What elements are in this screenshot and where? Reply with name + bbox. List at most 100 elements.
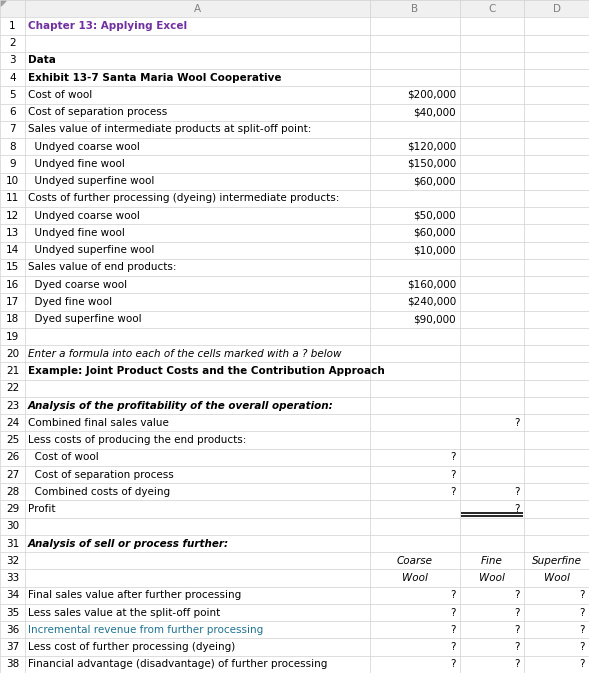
Text: ?: ? (580, 590, 585, 600)
Bar (0, 0, 589, 17)
Text: ?: ? (515, 642, 520, 652)
Text: ?: ? (580, 608, 585, 618)
Text: Cost of wool: Cost of wool (28, 452, 99, 462)
Text: $240,000: $240,000 (407, 297, 456, 307)
Text: 9: 9 (9, 159, 16, 169)
Text: Sales value of intermediate products at split-off point:: Sales value of intermediate products at … (28, 125, 312, 135)
Text: ?: ? (451, 452, 456, 462)
Text: Fine: Fine (481, 556, 503, 566)
Text: 23: 23 (6, 400, 19, 411)
Text: 32: 32 (6, 556, 19, 566)
Text: ?: ? (515, 608, 520, 618)
Text: 15: 15 (6, 262, 19, 273)
Text: 27: 27 (6, 470, 19, 480)
Text: $200,000: $200,000 (407, 90, 456, 100)
Text: 5: 5 (9, 90, 16, 100)
Text: $60,000: $60,000 (413, 176, 456, 186)
Text: 14: 14 (6, 245, 19, 255)
Text: Dyed superfine wool: Dyed superfine wool (28, 314, 141, 324)
Text: Undyed fine wool: Undyed fine wool (28, 228, 125, 238)
Text: Sales value of end products:: Sales value of end products: (28, 262, 177, 273)
Text: ?: ? (515, 487, 520, 497)
Text: Combined final sales value: Combined final sales value (28, 418, 169, 428)
Text: Analysis of sell or process further:: Analysis of sell or process further: (28, 538, 229, 548)
Text: Less sales value at the split-off point: Less sales value at the split-off point (28, 608, 220, 618)
Text: Enter a formula into each of the cells marked with a ? below: Enter a formula into each of the cells m… (28, 349, 342, 359)
Text: 22: 22 (6, 383, 19, 393)
Text: ?: ? (515, 625, 520, 635)
Text: Wool: Wool (544, 573, 570, 583)
Text: 1: 1 (9, 21, 16, 31)
Text: 19: 19 (6, 332, 19, 341)
Text: 10: 10 (6, 176, 19, 186)
Text: Superfine: Superfine (531, 556, 581, 566)
Text: Analysis of the profitability of the overall operation:: Analysis of the profitability of the ove… (28, 400, 334, 411)
Text: Data: Data (28, 55, 56, 65)
Text: ?: ? (451, 590, 456, 600)
Text: 11: 11 (6, 193, 19, 203)
Text: Cost of separation process: Cost of separation process (28, 107, 167, 117)
Text: C: C (488, 3, 496, 13)
Text: Undyed coarse wool: Undyed coarse wool (28, 142, 140, 151)
Text: 18: 18 (6, 314, 19, 324)
Text: Costs of further processing (dyeing) intermediate products:: Costs of further processing (dyeing) int… (28, 193, 339, 203)
Text: Dyed fine wool: Dyed fine wool (28, 297, 112, 307)
Text: $60,000: $60,000 (413, 228, 456, 238)
Text: Coarse: Coarse (397, 556, 433, 566)
Text: 29: 29 (6, 504, 19, 514)
Text: 16: 16 (6, 280, 19, 290)
Text: Chapter 13: Applying Excel: Chapter 13: Applying Excel (28, 21, 187, 31)
Text: A: A (194, 3, 201, 13)
Text: Undyed superfine wool: Undyed superfine wool (28, 245, 154, 255)
Text: 34: 34 (6, 590, 19, 600)
Text: Cost of separation process: Cost of separation process (28, 470, 174, 480)
Text: $90,000: $90,000 (413, 314, 456, 324)
Text: 24: 24 (6, 418, 19, 428)
Text: Less cost of further processing (dyeing): Less cost of further processing (dyeing) (28, 642, 235, 652)
Text: $50,000: $50,000 (413, 211, 456, 221)
Text: Exhibit 13-7 Santa Maria Wool Cooperative: Exhibit 13-7 Santa Maria Wool Cooperativ… (28, 73, 282, 83)
Text: ?: ? (515, 504, 520, 514)
Text: 6: 6 (9, 107, 16, 117)
Text: Cost of wool: Cost of wool (28, 90, 92, 100)
Text: Undyed coarse wool: Undyed coarse wool (28, 211, 140, 221)
Text: ?: ? (451, 487, 456, 497)
Text: 30: 30 (6, 522, 19, 531)
Text: 7: 7 (9, 125, 16, 135)
Text: $160,000: $160,000 (407, 280, 456, 290)
Text: 26: 26 (6, 452, 19, 462)
Text: ?: ? (451, 608, 456, 618)
Text: 17: 17 (6, 297, 19, 307)
Text: ?: ? (580, 625, 585, 635)
Text: Financial advantage (disadvantage) of further processing: Financial advantage (disadvantage) of fu… (28, 660, 327, 670)
Text: B: B (412, 3, 419, 13)
Text: 8: 8 (9, 142, 16, 151)
Text: Wool: Wool (479, 573, 505, 583)
Text: 21: 21 (6, 366, 19, 376)
Text: Dyed coarse wool: Dyed coarse wool (28, 280, 127, 290)
Text: $40,000: $40,000 (413, 107, 456, 117)
Text: 25: 25 (6, 435, 19, 445)
Text: 35: 35 (6, 608, 19, 618)
Polygon shape (1, 1, 6, 6)
Text: Undyed fine wool: Undyed fine wool (28, 159, 125, 169)
Text: ?: ? (451, 625, 456, 635)
Text: Profit: Profit (28, 504, 55, 514)
Text: Example: Joint Product Costs and the Contribution Approach: Example: Joint Product Costs and the Con… (28, 366, 385, 376)
Text: 38: 38 (6, 660, 19, 670)
Text: ?: ? (515, 590, 520, 600)
Text: ?: ? (451, 660, 456, 670)
Text: ?: ? (580, 660, 585, 670)
Text: 3: 3 (9, 55, 16, 65)
Text: 31: 31 (6, 538, 19, 548)
Text: 37: 37 (6, 642, 19, 652)
Text: ?: ? (515, 660, 520, 670)
Text: ?: ? (451, 642, 456, 652)
Text: Less costs of producing the end products:: Less costs of producing the end products… (28, 435, 246, 445)
Text: Wool: Wool (402, 573, 428, 583)
Text: Incremental revenue from further processing: Incremental revenue from further process… (28, 625, 263, 635)
Text: 28: 28 (6, 487, 19, 497)
Text: 20: 20 (6, 349, 19, 359)
Text: 13: 13 (6, 228, 19, 238)
Text: 33: 33 (6, 573, 19, 583)
